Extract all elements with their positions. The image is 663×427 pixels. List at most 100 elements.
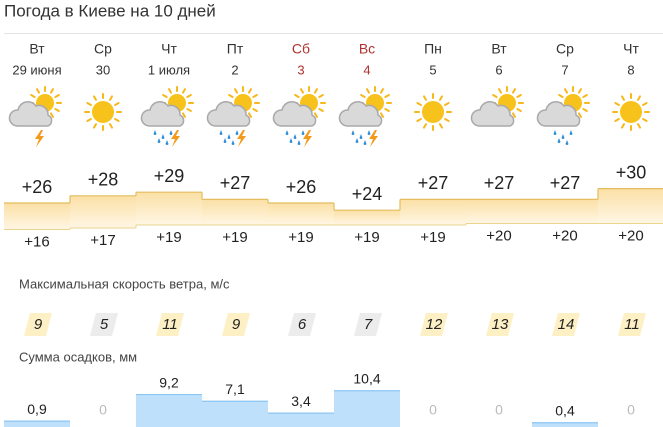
sun-ray (582, 108, 588, 112)
sun-ray (498, 88, 502, 94)
weather-icon (206, 86, 260, 147)
wind-speed: 11 (162, 316, 178, 333)
sun-ray (114, 102, 120, 106)
temp-band (136, 192, 202, 225)
precip-bar (268, 413, 334, 427)
precip-amount: 0,4 (555, 402, 575, 418)
rain-drop (565, 140, 569, 146)
sun-ray (578, 88, 582, 94)
sun-ray (637, 123, 641, 129)
wind-speed: 7 (364, 316, 373, 333)
sun-ray (416, 102, 422, 106)
sun-ray (228, 94, 234, 98)
weather-icon (272, 86, 326, 147)
sun-ray (300, 88, 304, 94)
sun-ray (252, 108, 258, 112)
lightning (303, 130, 312, 147)
precip-amount: 10,4 (353, 370, 380, 386)
temp-band (70, 195, 136, 228)
sun-ray (558, 94, 564, 98)
rain-drop (219, 130, 223, 136)
cloud (140, 101, 185, 127)
cloud (536, 101, 581, 127)
max-temp: +29 (154, 166, 185, 186)
wind-badge (24, 313, 52, 336)
max-temp: +24 (352, 184, 383, 204)
precip-amount: 7,1 (225, 381, 245, 397)
date: 6 (495, 62, 502, 77)
date: 2 (231, 62, 238, 77)
temp-band (466, 199, 532, 224)
sun-ray (186, 94, 192, 98)
precip-amount: 0 (429, 402, 437, 418)
temp-band (598, 188, 663, 224)
sun-ray (444, 118, 450, 122)
sun-ray (30, 94, 36, 98)
rain-drop (169, 130, 173, 136)
sun-ray (492, 94, 498, 98)
precip-title: Сумма осадков, мм (19, 349, 137, 364)
min-temp: +19 (354, 229, 379, 246)
max-temp: +28 (88, 170, 119, 190)
sun-ray (423, 123, 427, 129)
sun-ray (114, 118, 120, 122)
sun-ray (621, 95, 625, 101)
sun-ray (252, 94, 258, 98)
sun-ray (614, 102, 620, 106)
rain-drop (165, 140, 169, 146)
rain-drop (223, 138, 227, 144)
sun-ray (50, 88, 54, 94)
sun-ray (516, 94, 522, 98)
weekday: Чт (623, 41, 639, 57)
rain-drop (553, 130, 557, 136)
rain-drop (297, 140, 301, 146)
sun-ray (380, 88, 384, 94)
sun-ray (186, 108, 192, 112)
sun-ray (366, 88, 370, 94)
wind-badge (288, 313, 316, 336)
rain-drop (161, 134, 165, 140)
rain-drop (569, 130, 573, 136)
sun-ray (162, 94, 168, 98)
sun-ray (248, 112, 252, 118)
sun-ray (416, 118, 422, 122)
precip-amount: 9,2 (159, 374, 179, 390)
wind-speed: 6 (298, 316, 307, 333)
sun-ray (439, 95, 443, 101)
rain-drop (153, 130, 157, 136)
rain-drop (557, 138, 561, 144)
wind-speed: 14 (558, 316, 575, 333)
precip-bar (334, 390, 400, 427)
rain-drop (231, 140, 235, 146)
precip-bar (532, 422, 598, 427)
sun-ray (360, 94, 366, 98)
precip-amount: 0 (99, 402, 107, 418)
cloud (272, 101, 317, 127)
temp-band (202, 199, 268, 225)
min-temp: +19 (222, 229, 247, 246)
sun-ray (109, 95, 113, 101)
date: 4 (363, 62, 370, 77)
weekday: Вс (359, 41, 375, 57)
wind-speed: 9 (34, 316, 43, 333)
date: 7 (561, 62, 568, 77)
max-temp: +30 (616, 162, 647, 182)
weather-icon (140, 86, 194, 147)
min-temp: +16 (24, 233, 49, 250)
sun-ray (50, 112, 54, 118)
weekday: Ср (556, 41, 574, 57)
min-temp: +20 (618, 227, 643, 244)
wind-speed: 5 (100, 316, 109, 333)
sun-ray (380, 112, 384, 118)
wind-title: Максимальная скорость ветра, м/с (19, 276, 230, 291)
precip-bar (4, 421, 70, 427)
weather-icon (8, 86, 62, 147)
weather-icon (612, 93, 650, 131)
precip-bar (202, 401, 268, 427)
weather-icon (338, 86, 392, 147)
wind-speed: 9 (232, 316, 241, 333)
sun-ray (384, 108, 390, 112)
lightning (369, 130, 378, 147)
lightning (171, 130, 180, 147)
sun-ray (314, 112, 318, 118)
